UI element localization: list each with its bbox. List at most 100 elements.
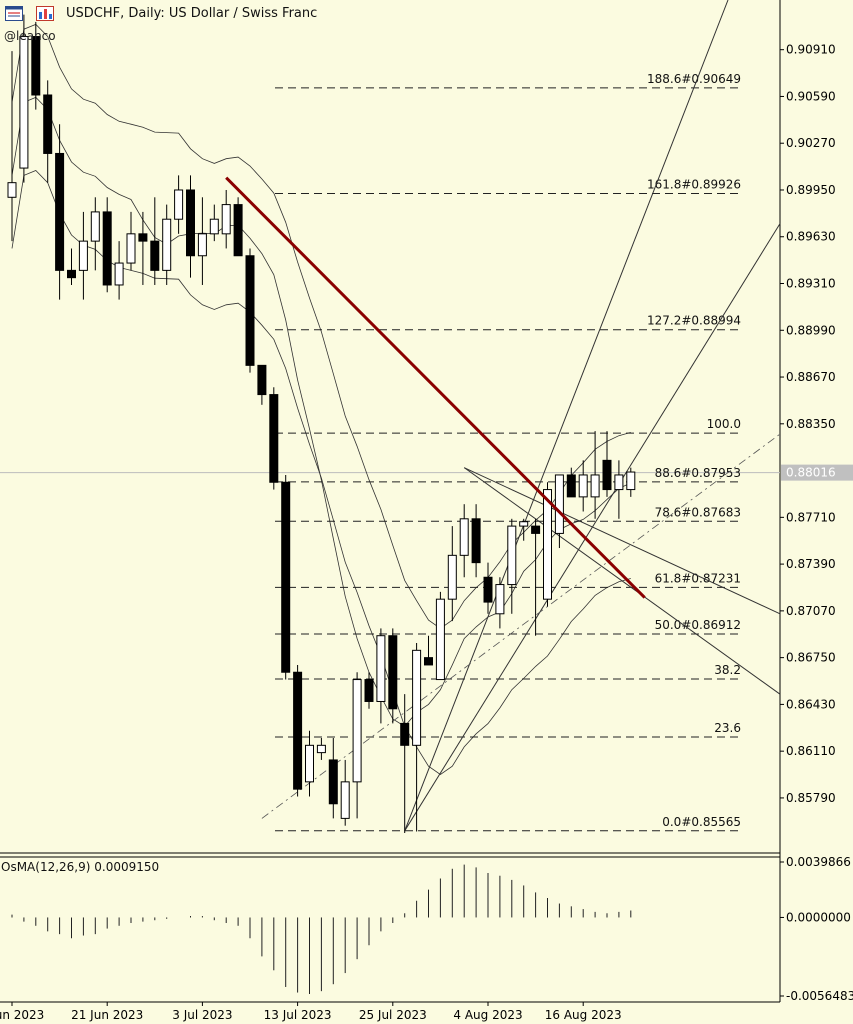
candle-body bbox=[364, 679, 374, 702]
candle-body bbox=[602, 459, 612, 491]
fib-level-label: 78.6#0.87683 bbox=[655, 505, 741, 519]
candle-body bbox=[269, 394, 279, 483]
candle-body bbox=[400, 722, 410, 746]
price-tick-label: 0.86430 bbox=[786, 697, 836, 711]
date-tick-label: 25 Jul 2023 bbox=[359, 1008, 427, 1022]
candle-body bbox=[614, 474, 624, 491]
price-tick-label: 0.85790 bbox=[786, 791, 836, 805]
chart-bars-icon[interactable] bbox=[36, 6, 54, 21]
fib-level-label: 100.0 bbox=[707, 417, 741, 431]
fib-level-label: 161.8#0.89926 bbox=[647, 177, 741, 191]
candle-body bbox=[352, 679, 362, 783]
fib-level-label: 188.6#0.90649 bbox=[647, 72, 741, 86]
candle-body bbox=[507, 525, 517, 586]
candle-body bbox=[459, 518, 469, 556]
price-tick-label: 0.88350 bbox=[786, 417, 836, 431]
price-tick-label: 0.86750 bbox=[786, 651, 836, 665]
fib-level-label: 38.2 bbox=[714, 663, 741, 677]
channel-line bbox=[463, 467, 781, 695]
osma-tick-label: 0.0000000 bbox=[786, 910, 851, 924]
envelope-curve bbox=[11, 96, 631, 727]
candle-body bbox=[328, 759, 338, 805]
candle-body bbox=[90, 211, 100, 242]
candle-body bbox=[138, 233, 148, 242]
chart-header: USDCHF, Daily: US Dollar / Swiss Franc bbox=[0, 0, 780, 30]
price-tick-label: 0.87070 bbox=[786, 604, 836, 618]
osma-indicator-label: OsMA(12,26,9) 0.0009150 bbox=[1, 860, 160, 874]
envelope-curve bbox=[11, 23, 631, 629]
candle-body bbox=[233, 204, 243, 257]
candle-body bbox=[174, 189, 184, 220]
fib-level-label: 61.8#0.87231 bbox=[655, 571, 741, 585]
candle-body bbox=[102, 211, 112, 286]
price-tick-label: 0.86110 bbox=[786, 744, 836, 758]
candle-body bbox=[197, 233, 207, 257]
window-list-icon[interactable] bbox=[5, 6, 23, 21]
candle-body bbox=[447, 554, 457, 600]
date-tick-label: 4 Aug 2023 bbox=[453, 1008, 522, 1022]
candle-body bbox=[519, 521, 529, 527]
osma-tick-label: -0.0056483 bbox=[786, 989, 853, 1003]
candle-body bbox=[114, 262, 124, 286]
chart-title: USDCHF, Daily: US Dollar / Swiss Franc bbox=[66, 6, 318, 21]
osma-tick-label: 0.0039866 bbox=[786, 855, 851, 869]
price-tick-label: 0.87390 bbox=[786, 557, 836, 571]
candle-body bbox=[483, 576, 493, 603]
fan-line bbox=[404, 0, 729, 831]
fib-level-label: 127.2#0.88994 bbox=[647, 314, 741, 328]
price-tick-label: 0.89630 bbox=[786, 230, 836, 244]
candle-body bbox=[305, 744, 314, 783]
price-tick-label: 0.90910 bbox=[786, 43, 836, 57]
date-tick-label: 16 Aug 2023 bbox=[545, 1008, 622, 1022]
date-tick-label: 3 Jul 2023 bbox=[172, 1008, 232, 1022]
channel-line bbox=[463, 467, 781, 615]
candle-body bbox=[257, 364, 267, 396]
candle-body bbox=[55, 152, 65, 271]
watermark: @leanco bbox=[4, 29, 56, 43]
candle-body bbox=[590, 474, 600, 498]
trendline bbox=[225, 176, 646, 599]
candle-body bbox=[43, 94, 53, 154]
candle-body bbox=[162, 218, 172, 271]
fib-level-label: 0.0#0.85565 bbox=[662, 815, 741, 829]
current-price-label: 0.88016 bbox=[786, 466, 836, 480]
candle-body bbox=[245, 255, 255, 366]
candle-body bbox=[150, 240, 160, 271]
fib-level-label: 88.6#0.87953 bbox=[655, 466, 741, 480]
candle-body bbox=[126, 233, 136, 264]
candle-body bbox=[495, 584, 505, 615]
date-tick-label: 9 Jun 2023 bbox=[0, 1008, 44, 1022]
candle-body bbox=[543, 489, 552, 600]
candle-body bbox=[471, 518, 481, 564]
candle-body bbox=[67, 269, 76, 279]
candle-body bbox=[531, 525, 541, 534]
candle-body bbox=[412, 649, 422, 746]
price-tick-label: 0.90590 bbox=[786, 89, 836, 103]
candle-body bbox=[293, 671, 303, 790]
price-tick-label: 0.89950 bbox=[786, 183, 836, 197]
candle-body bbox=[340, 781, 350, 819]
price-tick-label: 0.88990 bbox=[786, 323, 836, 337]
candle-body bbox=[316, 744, 326, 754]
price-tick-label: 0.89310 bbox=[786, 277, 836, 291]
date-tick-label: 13 Jul 2023 bbox=[264, 1008, 332, 1022]
current-price-marker bbox=[781, 464, 853, 481]
price-tick-label: 0.88670 bbox=[786, 370, 836, 384]
price-tick-label: 0.87710 bbox=[786, 510, 836, 524]
candle-body bbox=[78, 240, 88, 271]
candle-body bbox=[209, 218, 219, 235]
fib-level-label: 50.0#0.86912 bbox=[655, 618, 741, 632]
candle-body bbox=[578, 474, 588, 498]
candle-body bbox=[186, 189, 195, 257]
candle-body bbox=[424, 657, 433, 666]
date-tick-label: 21 Jun 2023 bbox=[71, 1008, 143, 1022]
candle-body bbox=[435, 598, 445, 681]
price-tick-label: 0.90270 bbox=[786, 136, 836, 150]
fib-level-label: 23.6 bbox=[714, 721, 741, 735]
candle-body bbox=[31, 36, 41, 96]
candle-body bbox=[221, 204, 231, 235]
candle-body bbox=[7, 182, 17, 198]
candle-body bbox=[554, 474, 564, 534]
